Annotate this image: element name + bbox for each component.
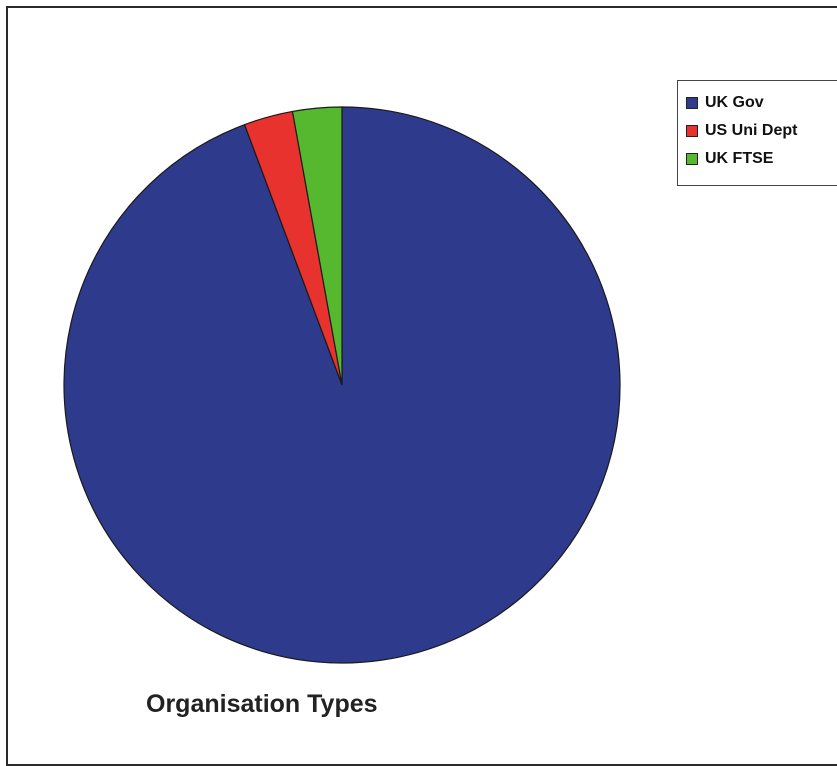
legend-label-us-uni-dept: US Uni Dept xyxy=(705,122,798,139)
legend-item-uk-ftse: UK FTSE xyxy=(678,145,837,173)
legend-item-us-uni-dept: US Uni Dept xyxy=(678,117,837,145)
legend-swatch-uk-gov xyxy=(686,97,698,109)
legend: UK Gov US Uni Dept UK FTSE xyxy=(677,80,837,186)
pie-slice-uk-ftse xyxy=(291,106,343,386)
legend-swatch-uk-ftse xyxy=(686,153,698,165)
chart-title: Organisation Types xyxy=(146,690,378,718)
legend-swatch-us-uni-dept xyxy=(686,125,698,137)
legend-item-uk-gov: UK Gov xyxy=(678,89,837,117)
legend-label-uk-gov: UK Gov xyxy=(705,94,764,111)
legend-label-uk-ftse: UK FTSE xyxy=(705,150,774,167)
